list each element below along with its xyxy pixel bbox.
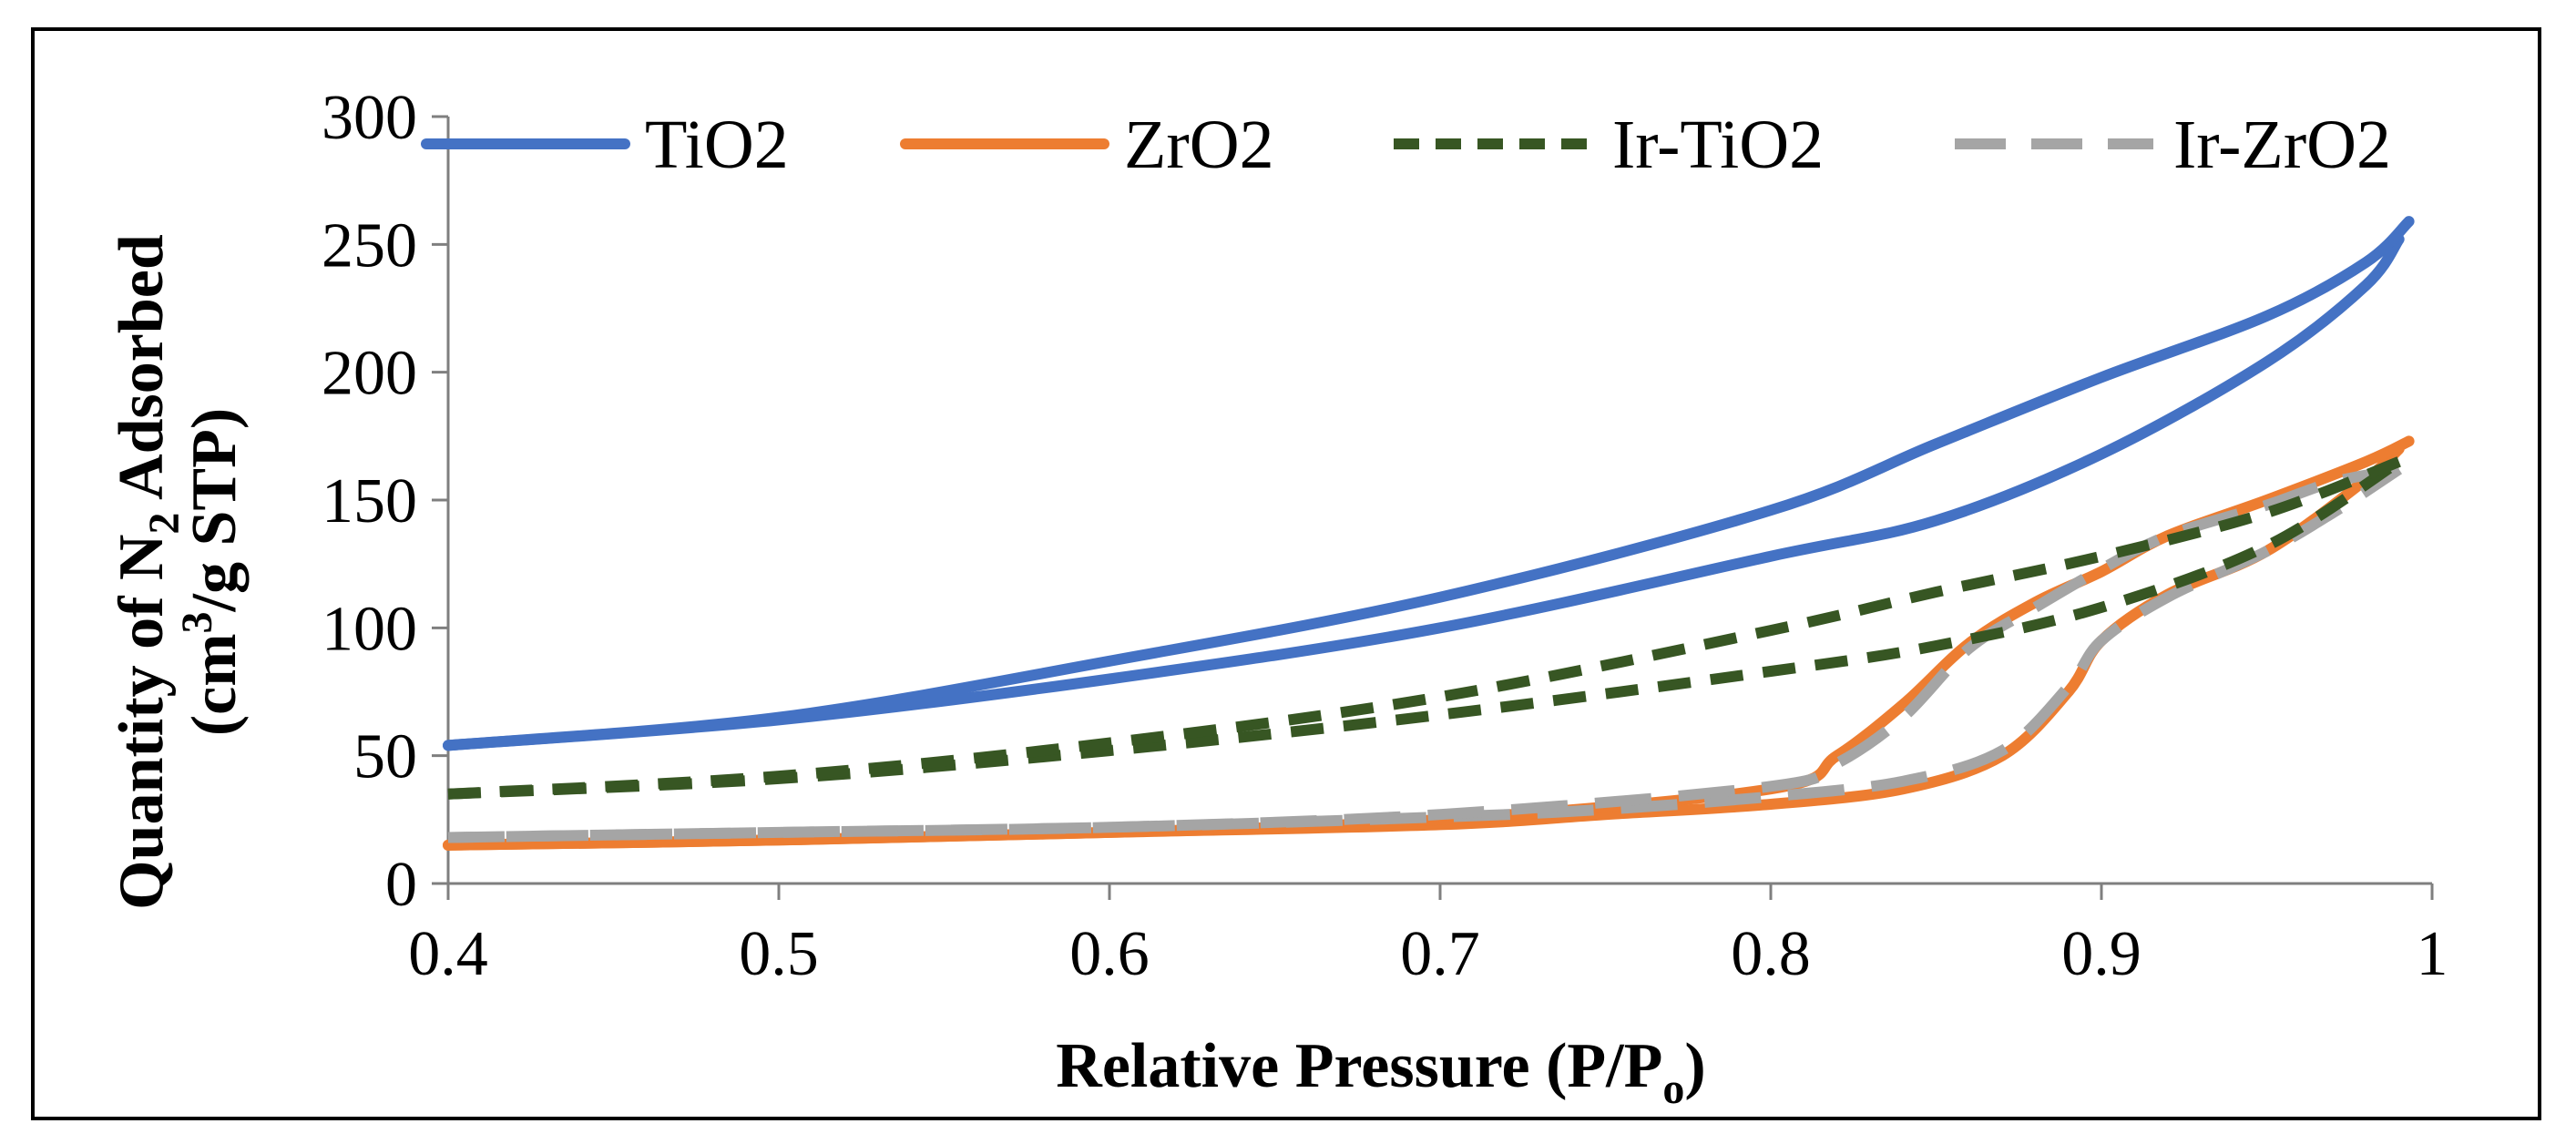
x-tick-label: 0.9 xyxy=(2061,919,2142,989)
y-tick-label: 300 xyxy=(322,83,417,153)
y-tick-label: 200 xyxy=(322,339,417,409)
x-tick-label: 0.4 xyxy=(408,919,488,989)
x-tick-label: 0.5 xyxy=(739,919,819,989)
y-tick-label: 0 xyxy=(385,850,417,920)
x-tick-label: 0.7 xyxy=(1400,919,1480,989)
legend-label-zro2: ZrO2 xyxy=(1124,107,1274,183)
legend-label-tio2: TiO2 xyxy=(645,107,789,183)
y-tick-label: 100 xyxy=(322,594,417,664)
axes: 0 50 100 150 200 250 300 0.4 0.5 0.6 0.7 0.8 0.9 1 xyxy=(322,83,2448,989)
y-tick-label: 50 xyxy=(353,722,417,792)
series-tio2-desorption-line xyxy=(443,216,2415,751)
legend: TiO2 ZrO2 Ir-TiO2 Ir-ZrO2 xyxy=(421,107,2391,183)
y-axis-title-line1: Quantity of N2 Adsorbed xyxy=(107,234,189,910)
x-tick-label: 0.6 xyxy=(1069,919,1150,989)
y-axis-title: Quantity of N2 Adsorbed (cm3/g STP) xyxy=(107,234,250,910)
y-tick-label: 250 xyxy=(322,210,417,281)
x-tick-label: 1 xyxy=(2417,919,2448,989)
y-axis-title-line2: (cm3/g STP) xyxy=(173,408,250,736)
x-tick-label: 0.8 xyxy=(1731,919,1811,989)
series-layer xyxy=(443,216,2415,851)
x-axis-title: Relative Pressure (P/Po) xyxy=(1056,1031,1705,1113)
series-ir-zro2-desorption-line xyxy=(447,464,2400,843)
legend-label-ir-tio2: Ir-TiO2 xyxy=(1612,107,1824,183)
legend-label-ir-zro2: Ir-ZrO2 xyxy=(2173,107,2391,183)
series-tio2-adsorption-line xyxy=(443,233,2405,751)
y-tick-label: 150 xyxy=(322,466,417,536)
